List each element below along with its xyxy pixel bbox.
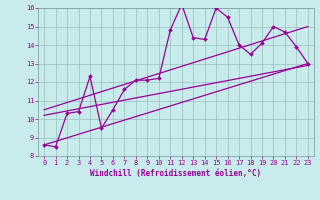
X-axis label: Windchill (Refroidissement éolien,°C): Windchill (Refroidissement éolien,°C) — [91, 169, 261, 178]
